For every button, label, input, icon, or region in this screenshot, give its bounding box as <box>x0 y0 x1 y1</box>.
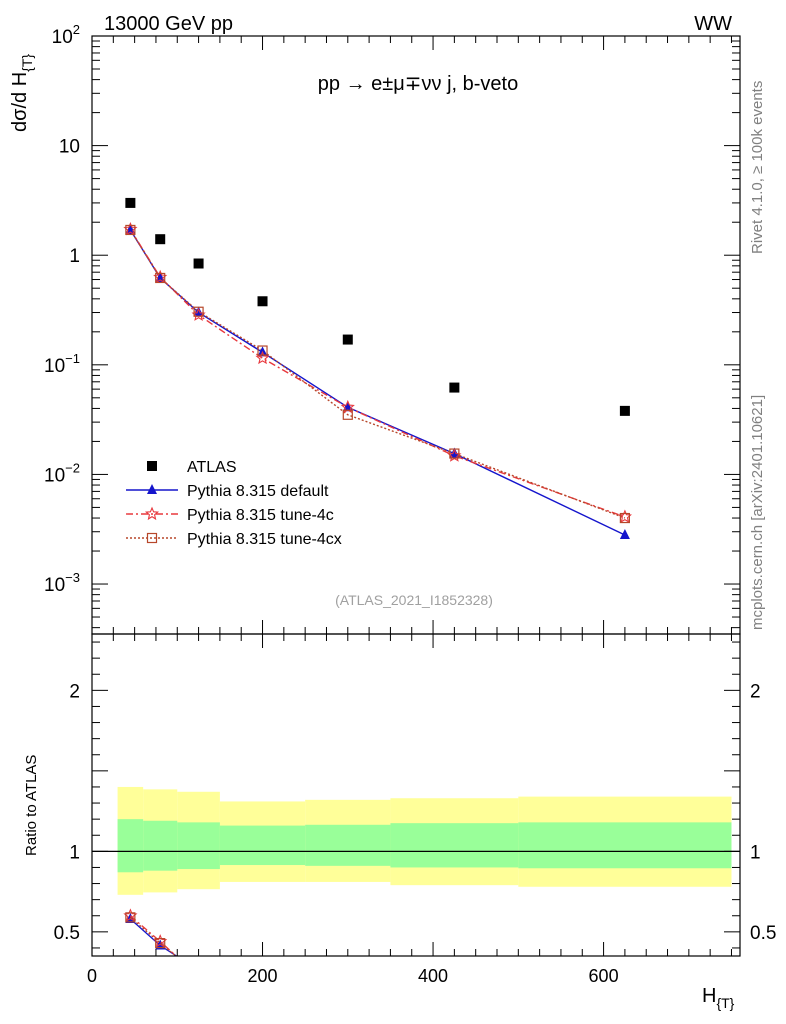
energy-label: 13000 GeV pp <box>104 13 233 35</box>
data-point-marker <box>144 506 160 521</box>
ratio-curves <box>123 908 178 956</box>
y-tick-label: 10−3 <box>44 570 80 596</box>
data-point-marker <box>125 224 136 236</box>
data-point-marker <box>125 912 136 923</box>
main-y-label: dσ/d H{T} <box>9 54 35 132</box>
ratio-y-tick-label-right: 2 <box>750 681 761 702</box>
uncertainty-band-inner <box>117 819 144 873</box>
data-point-marker <box>257 296 268 307</box>
legend-entry-label: Pythia 8.315 default <box>187 483 329 500</box>
data-point-marker <box>193 306 204 317</box>
x-axis-label: H{T} <box>702 985 735 1011</box>
ratio-panel: 0 200 400 600 0.5 0.5 1 1 2 2 <box>54 36 776 986</box>
data-point-marker <box>619 512 630 524</box>
uncertainty-band-inner <box>390 823 519 868</box>
legend-entry-label: ATLAS <box>187 459 237 476</box>
svg-text:dσ/d H{T}: dσ/d H{T} <box>9 54 35 132</box>
data-point-marker <box>449 382 460 393</box>
data-point-marker <box>619 405 630 416</box>
y-tick-label: 102 <box>52 22 80 48</box>
x-tick-label: 600 <box>589 966 619 986</box>
uncertainty-band-inner <box>143 820 178 871</box>
uncertainty-band-inner <box>305 824 391 866</box>
y-tick-label: 10 <box>59 137 80 158</box>
analysis-tag: (ATLAS_2021_I1852328) <box>335 592 493 608</box>
rivet-label: Rivet 4.1.0, ≥ 100k events <box>749 81 766 254</box>
data-point-marker <box>619 529 630 540</box>
ratio-frame <box>91 633 741 957</box>
uncertainty-band-inner <box>518 822 732 869</box>
ratio-y-tick-label: 2 <box>69 681 80 702</box>
data-point-marker <box>342 409 353 420</box>
ratio-y-tick-label-right: 0.5 <box>750 923 776 944</box>
x-tick-label: 400 <box>418 966 448 986</box>
plot-title: pp → e±μ∓νν j, b-veto <box>318 73 518 95</box>
ratio-y-tick-label: 0.5 <box>54 923 80 944</box>
x-tick-label: 0 <box>87 966 97 986</box>
uncertainty-band-inner <box>219 825 306 866</box>
data-point-marker <box>155 938 166 949</box>
data-point-marker <box>257 345 268 356</box>
x-tick-label: 200 <box>248 966 278 986</box>
y-tick-label: 10−2 <box>44 460 80 486</box>
data-point-marker <box>193 306 204 317</box>
main-panel: 102 10 1 10−1 10−2 10−3 <box>44 22 741 635</box>
data-point-marker <box>449 448 460 459</box>
data-point-marker <box>449 447 460 458</box>
legend-entry-label: Pythia 8.315 tune-4c <box>187 507 334 524</box>
legend-entry-label: Pythia 8.315 tune-4cx <box>187 531 342 548</box>
ratio-y-tick-label-right: 1 <box>750 842 761 863</box>
data-point-marker <box>193 258 204 269</box>
ratio-y-label: Ratio to ATLAS <box>23 755 40 856</box>
uncertainty-band-inner <box>177 822 220 870</box>
data-point-marker <box>125 197 136 208</box>
data-point-marker <box>155 234 166 245</box>
data-point-marker <box>255 350 270 365</box>
ratio-y-tick-label: 1 <box>69 842 80 863</box>
ratio-line <box>129 916 177 956</box>
data-point-marker <box>146 532 158 544</box>
legend: ATLAS Pythia 8.315 default Pythia 8.315 tu… <box>126 459 342 548</box>
y-tick-label: 10−1 <box>44 351 80 377</box>
process-tag-label: WW <box>694 13 732 35</box>
ratio-line <box>129 915 178 956</box>
data-point-marker <box>147 484 157 494</box>
data-point-marker <box>155 272 166 284</box>
data-point-marker <box>147 461 157 471</box>
data-point-marker <box>342 334 353 345</box>
y-tick-label: 1 <box>69 246 80 267</box>
mcplots-label: mcplots.cern.ch [arXiv:2401.10621] <box>749 395 766 630</box>
